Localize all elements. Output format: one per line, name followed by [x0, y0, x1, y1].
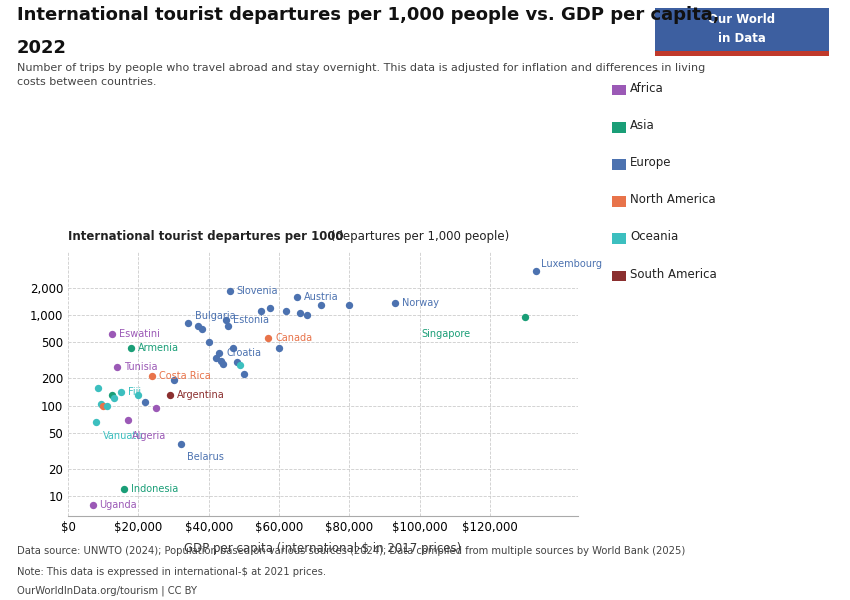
Text: Canada: Canada — [275, 333, 313, 343]
Point — [149, 403, 162, 412]
Point — [223, 286, 236, 296]
Point — [145, 371, 159, 381]
Point — [105, 391, 119, 400]
Point — [91, 383, 105, 393]
Point — [202, 338, 216, 347]
Text: Austria: Austria — [303, 292, 338, 302]
Text: Algeria: Algeria — [132, 431, 167, 441]
Point — [163, 391, 177, 400]
Point — [114, 388, 128, 397]
Point — [212, 349, 226, 358]
Text: Singapore: Singapore — [421, 329, 470, 339]
Point — [234, 361, 247, 370]
Text: Estonia: Estonia — [233, 315, 269, 325]
Text: Note: This data is expressed in international-$ at 2021 prices.: Note: This data is expressed in internat… — [17, 567, 326, 577]
Point — [314, 300, 328, 310]
Point — [124, 344, 138, 353]
X-axis label: GDP per capita (international-$ in 2017 prices): GDP per capita (international-$ in 2017 … — [184, 542, 462, 555]
Point — [89, 418, 103, 427]
Point — [105, 329, 119, 339]
Point — [221, 321, 235, 331]
Point — [343, 301, 356, 310]
Point — [262, 333, 275, 343]
Point — [100, 401, 114, 410]
Point — [216, 359, 230, 368]
Point — [230, 358, 244, 367]
Text: Norway: Norway — [402, 298, 439, 308]
Point — [195, 325, 208, 334]
Point — [117, 484, 131, 494]
Text: Africa: Africa — [631, 82, 664, 95]
Point — [96, 401, 110, 410]
Text: Our World: Our World — [708, 13, 775, 26]
Text: OurWorldInData.org/tourism | CC BY: OurWorldInData.org/tourism | CC BY — [17, 585, 197, 595]
Point — [264, 303, 277, 313]
Point — [272, 344, 286, 353]
Point — [219, 316, 233, 325]
Text: 2022: 2022 — [17, 39, 67, 57]
Point — [209, 353, 223, 362]
Point — [167, 376, 180, 385]
Text: in Data: in Data — [717, 32, 766, 46]
Text: Armenia: Armenia — [139, 343, 179, 353]
Point — [237, 369, 251, 379]
Point — [173, 439, 187, 448]
Text: Belarus: Belarus — [188, 452, 224, 463]
Text: Asia: Asia — [631, 119, 655, 132]
Point — [94, 399, 108, 409]
Point — [280, 307, 293, 316]
Point — [191, 322, 205, 331]
Point — [107, 394, 121, 403]
Text: Costa Rica: Costa Rica — [159, 371, 211, 382]
Text: Indonesia: Indonesia — [131, 484, 178, 494]
Text: Argentina: Argentina — [177, 390, 224, 400]
Point — [300, 310, 314, 320]
Point — [290, 292, 303, 302]
Point — [139, 397, 152, 407]
Text: Europe: Europe — [631, 156, 672, 169]
Text: Oceania: Oceania — [631, 230, 678, 244]
Point — [293, 308, 307, 318]
Point — [529, 266, 542, 275]
Point — [121, 415, 134, 424]
Text: Number of trips by people who travel abroad and stay overnight. This data is adj: Number of trips by people who travel abr… — [17, 63, 706, 86]
Point — [181, 318, 195, 328]
Point — [388, 299, 402, 308]
Text: Slovenia: Slovenia — [237, 286, 278, 296]
Text: International tourist departures per 1,000 people vs. GDP per capita,: International tourist departures per 1,0… — [17, 6, 720, 24]
Text: South America: South America — [631, 268, 717, 281]
Text: Luxembourg: Luxembourg — [541, 259, 603, 269]
Text: (departures per 1,000 people): (departures per 1,000 people) — [327, 230, 509, 243]
Point — [86, 500, 99, 509]
Point — [214, 356, 228, 366]
Point — [110, 362, 124, 372]
Text: Tunisia: Tunisia — [124, 362, 158, 373]
Text: Uganda: Uganda — [99, 500, 137, 510]
Text: North America: North America — [631, 193, 716, 206]
Text: International tourist departures per 1000: International tourist departures per 100… — [68, 230, 343, 243]
Text: Eswatini: Eswatini — [119, 329, 160, 339]
Point — [226, 344, 240, 353]
Point — [518, 313, 532, 322]
Point — [132, 391, 145, 400]
Text: Bulgaria: Bulgaria — [195, 311, 235, 321]
Text: Data source: UNWTO (2024); Population based on various sources (2024); Data comp: Data source: UNWTO (2024); Population ba… — [17, 546, 685, 556]
Text: Vanuatu: Vanuatu — [103, 431, 144, 442]
Text: Croatia: Croatia — [226, 348, 261, 358]
Point — [255, 307, 269, 316]
Text: Fiji: Fiji — [128, 388, 141, 397]
